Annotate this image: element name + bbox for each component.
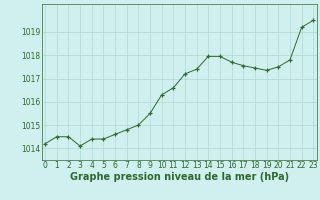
X-axis label: Graphe pression niveau de la mer (hPa): Graphe pression niveau de la mer (hPa)	[70, 172, 289, 182]
